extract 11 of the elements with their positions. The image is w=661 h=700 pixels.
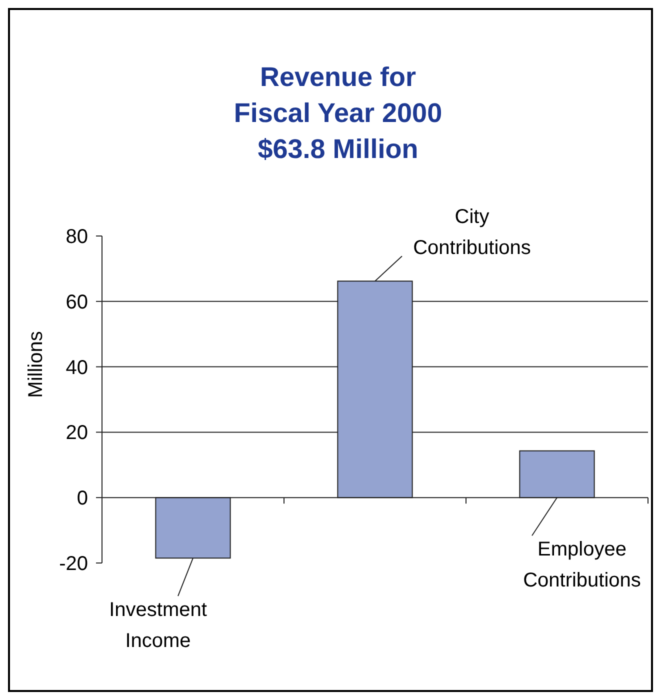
- annotation: Employee Contributions: [523, 538, 641, 592]
- y-tick-label: -20: [59, 553, 88, 575]
- y-tick-label: 80: [66, 226, 88, 248]
- chart-title: Revenue for Fiscal Year 2000 $63.8 Million: [234, 62, 442, 164]
- text: Investment Income: [109, 599, 208, 652]
- y-axis-title: Millions: [25, 331, 47, 398]
- y-tick-label: 40: [66, 356, 88, 379]
- y-tick-label: 0: [76, 488, 88, 510]
- annotation: City Contributions: [413, 206, 531, 260]
- y-tick-label: 60: [66, 291, 88, 314]
- y-tick-label: 20: [66, 422, 88, 444]
